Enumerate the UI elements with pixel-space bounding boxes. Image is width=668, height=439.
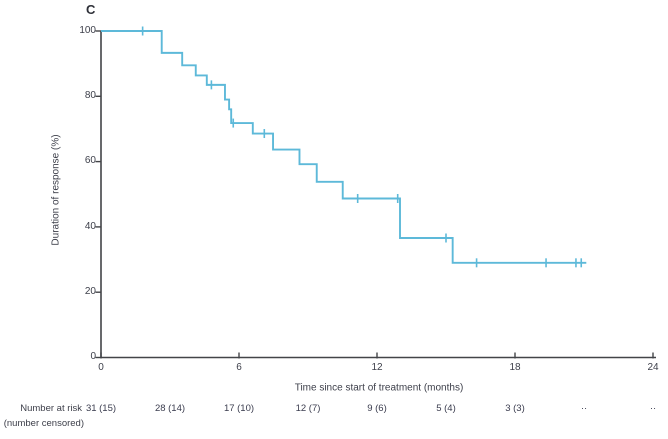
risk-value-month-6: 17 (10) (223, 403, 255, 414)
risk-value-month-15: 5 (4) (436, 403, 456, 414)
x-axis-title: Time since start of treatment (months) (294, 382, 464, 394)
risk-value-month-3: 28 (14) (154, 403, 186, 414)
risk-value-month-24: ·· (649, 403, 657, 414)
y-tick-40: 40 (84, 221, 96, 232)
x-tick-0: 0 (98, 362, 104, 373)
risk-value-month-9: 12 (7) (295, 403, 321, 414)
panel-letter: C (86, 2, 96, 17)
x-tick-24: 24 (647, 362, 659, 373)
risk-value-month-0: 31 (15) (85, 403, 117, 414)
x-tick-6: 6 (236, 362, 242, 373)
x-tick-18: 18 (509, 362, 521, 373)
y-tick-0: 0 (90, 351, 96, 362)
y-tick-100: 100 (79, 25, 96, 36)
y-tick-60: 60 (84, 155, 96, 166)
x-tick-12: 12 (371, 362, 383, 373)
y-tick-20: 20 (84, 286, 96, 297)
y-tick-80: 80 (84, 90, 96, 101)
risk-table-label-line1: Number at risk (20, 403, 82, 414)
y-axis-title: Duration of response (%) (50, 134, 62, 246)
risk-value-month-18: 3 (3) (505, 403, 525, 414)
risk-value-month-12: 9 (6) (367, 403, 387, 414)
km-curve (101, 30, 587, 264)
axes (100, 31, 656, 359)
risk-table-label-line2: (number censored) (3, 418, 84, 429)
risk-value-month-21: ·· (580, 403, 588, 414)
